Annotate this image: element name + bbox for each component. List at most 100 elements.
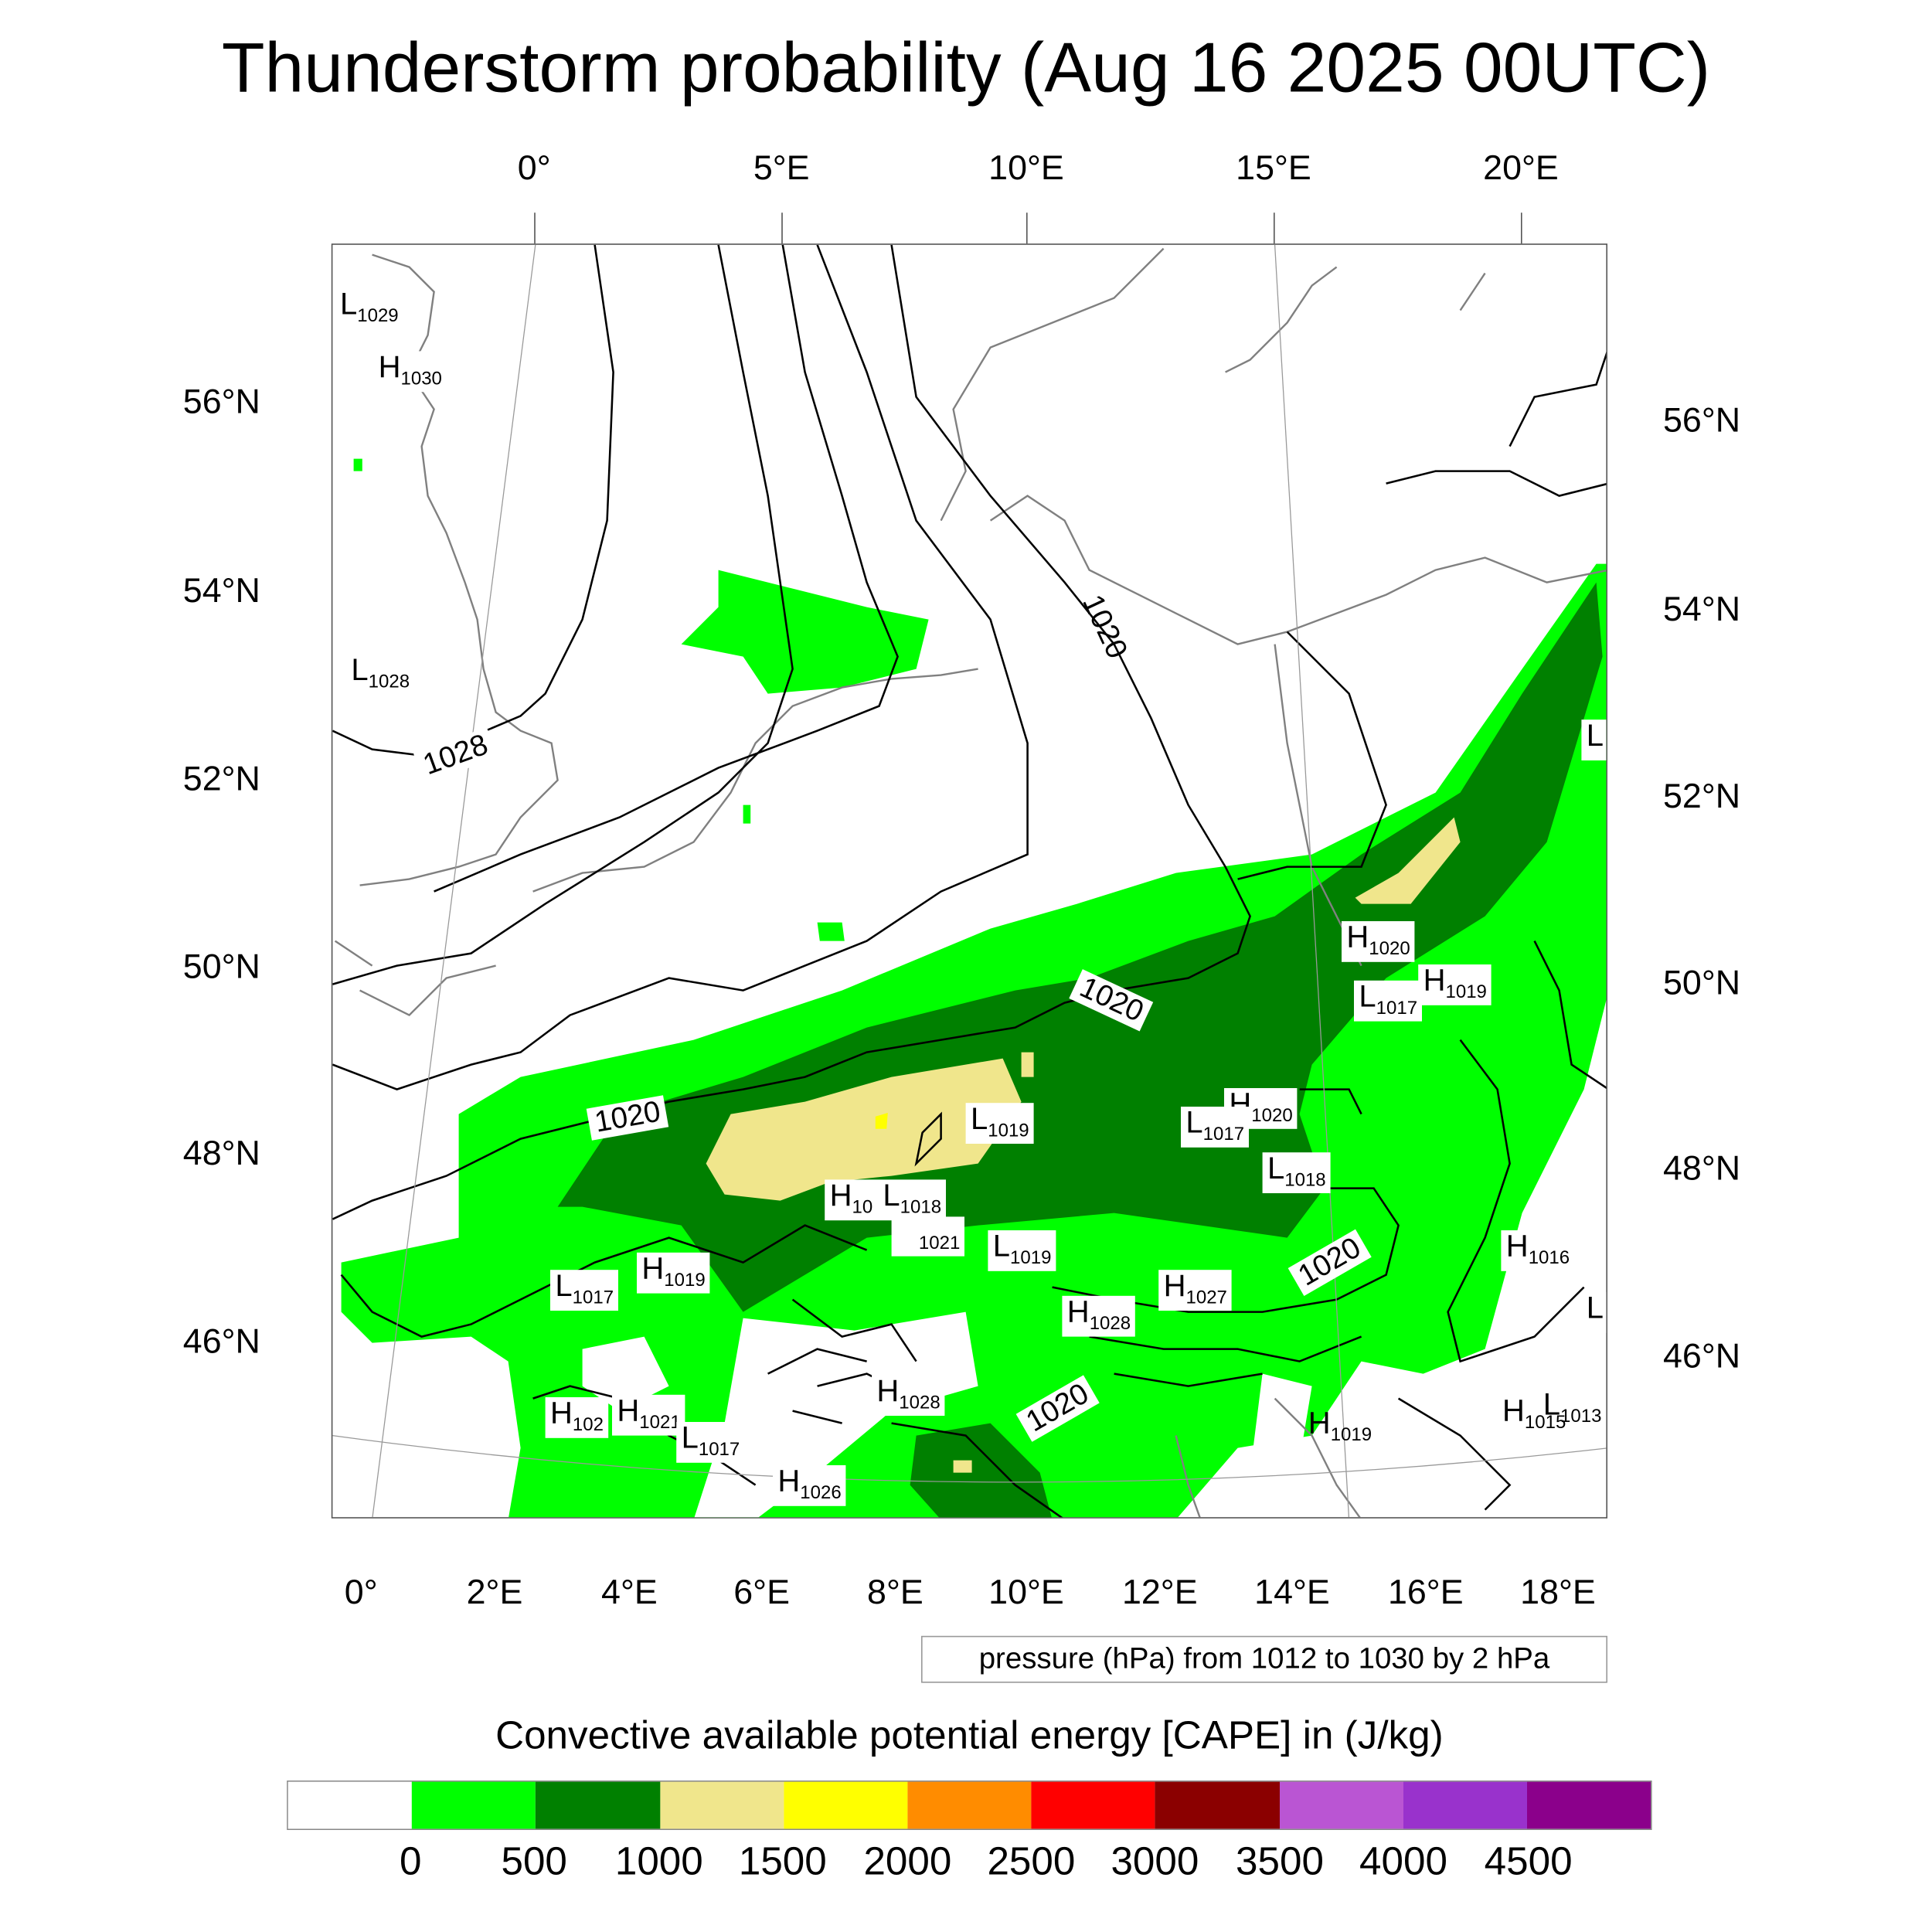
- center-value: 1018: [1284, 1169, 1326, 1191]
- center-type: H: [1502, 1393, 1525, 1428]
- center-type: H: [829, 1178, 852, 1213]
- pressure-center: L: [1581, 1292, 1607, 1333]
- pressure-center: H1019: [1418, 964, 1492, 1005]
- cape-500-1000-region: [910, 1423, 1052, 1518]
- center-value: 1030: [400, 368, 442, 389]
- colorbar-swatch: [907, 1781, 1032, 1829]
- center-value: 1019: [1445, 981, 1487, 1003]
- center-type: L: [971, 1101, 988, 1137]
- center-type: L: [1586, 1291, 1604, 1326]
- lon-label-bottom: 18°E: [1520, 1573, 1596, 1611]
- center-type: H: [876, 1373, 900, 1409]
- colorbar-swatch: [1526, 1781, 1651, 1829]
- lat-label-left: 48°N: [182, 1134, 260, 1172]
- colorbar-swatch: [1279, 1781, 1403, 1829]
- center-value: 1020: [1251, 1105, 1293, 1127]
- lat-label-right: 50°N: [1663, 963, 1741, 1002]
- map-panel: 1028 1020 1020 1020 1020 1020 L1029 H103…: [331, 243, 1607, 1519]
- lon-label-bottom: 12°E: [1121, 1573, 1198, 1611]
- pressure-center: L1019: [988, 1230, 1056, 1271]
- lon-label-top: 15°E: [1236, 148, 1311, 187]
- cape-0-500-region: [681, 570, 929, 694]
- colorbar-tick-label: 2000: [863, 1838, 952, 1883]
- lat-label-right: 46°N: [1663, 1336, 1741, 1376]
- center-value: 1029: [357, 305, 399, 327]
- cape-0-500-region: [353, 458, 845, 941]
- lon-label-top: 0°: [517, 148, 551, 187]
- lat-label-right: 48°N: [1663, 1148, 1741, 1187]
- lat-label-right: 52°N: [1663, 776, 1741, 815]
- center-type: H: [1505, 1229, 1529, 1264]
- center-type: H: [1066, 1294, 1090, 1329]
- lon-label-top: 20°E: [1483, 148, 1559, 187]
- pressure-center: H1028: [872, 1373, 946, 1416]
- center-value: 1026: [800, 1482, 842, 1504]
- pressure-center: H1016: [1501, 1229, 1575, 1271]
- lon-label-top: 5°E: [753, 148, 810, 187]
- center-value: 1017: [698, 1439, 740, 1461]
- pressure-center: L1018: [878, 1179, 947, 1221]
- pressure-center: L1017: [1181, 1105, 1250, 1148]
- pressure-center: L1029: [335, 287, 404, 329]
- pressure-center: L1028: [346, 654, 414, 695]
- colorbar-tick-label: 3000: [1111, 1838, 1199, 1883]
- center-type: H: [641, 1251, 665, 1286]
- center-value: 1016: [1528, 1247, 1570, 1269]
- center-value: 1020: [1369, 938, 1410, 960]
- center-value: 1021: [918, 1233, 961, 1254]
- tick: [1274, 213, 1275, 244]
- pressure-center: H1026: [773, 1464, 847, 1506]
- center-type: H: [1346, 920, 1369, 955]
- center-value: 1019: [1330, 1424, 1372, 1446]
- graticule: [332, 244, 1607, 1518]
- center-value: 1019: [664, 1270, 706, 1291]
- center-value: 1015: [1524, 1412, 1566, 1434]
- center-value: 1028: [1089, 1313, 1131, 1335]
- tick: [781, 213, 783, 244]
- colorbar-swatch: [1031, 1781, 1155, 1829]
- center-type: H: [550, 1396, 573, 1431]
- lat-label-right: 56°N: [1663, 400, 1741, 439]
- center-value: 1017: [572, 1287, 614, 1308]
- center-type: H: [1163, 1268, 1186, 1304]
- center-value: 1017: [1376, 998, 1418, 1019]
- pressure-center: L1013: [1538, 1389, 1606, 1430]
- colorbar-tick-label: 0: [399, 1838, 422, 1883]
- colorbar-tick-label: 3500: [1236, 1838, 1324, 1883]
- center-value: 1013: [1560, 1406, 1602, 1427]
- center-type: L: [1267, 1151, 1285, 1186]
- center-value: 1017: [1202, 1124, 1245, 1145]
- colorbar-swatch: [412, 1781, 536, 1829]
- tick: [1026, 213, 1028, 244]
- colorbar-swatch: [659, 1781, 784, 1829]
- chart-title: Thunderstorm probability (Aug 16 2025 00…: [221, 28, 1711, 108]
- center-type: H: [777, 1464, 801, 1499]
- lon-label-bottom: 16°E: [1387, 1573, 1464, 1611]
- center-type: L: [992, 1229, 1011, 1264]
- colorbar-title: Convective available potential energy [C…: [495, 1713, 1444, 1757]
- center-type: L: [1185, 1105, 1203, 1141]
- lon-label-top: 10°E: [988, 148, 1064, 187]
- center-type: L: [1586, 718, 1604, 753]
- pressure-center: L1017: [550, 1270, 619, 1311]
- cape-1500-2000-region: [875, 1113, 888, 1129]
- lon-label-bottom: 0°: [344, 1573, 378, 1611]
- pressure-center: H1021: [891, 1216, 965, 1257]
- center-type: L: [1359, 979, 1376, 1014]
- colorbar-tick-label: 4000: [1359, 1838, 1447, 1883]
- lat-label-left: 56°N: [182, 382, 260, 420]
- colorbar-tick-label: 500: [501, 1838, 567, 1883]
- colorbar-tick-label: 1000: [614, 1838, 703, 1883]
- center-type: H: [617, 1393, 640, 1428]
- center-type: H: [378, 349, 401, 385]
- center-value: 102: [572, 1414, 604, 1436]
- cape-1000-1500-region: [706, 1058, 1022, 1201]
- lon-label-bottom: 14°E: [1254, 1573, 1330, 1611]
- colorbar-swatch: [536, 1781, 660, 1829]
- pressure-center: L1017: [1354, 979, 1423, 1022]
- colorbar-tick-label: 1500: [738, 1838, 827, 1883]
- pressure-center: H1019: [1303, 1407, 1376, 1448]
- lon-label-bottom: 6°E: [733, 1573, 790, 1611]
- lat-label-left: 50°N: [182, 947, 260, 986]
- colorbar-swatch: [784, 1781, 908, 1829]
